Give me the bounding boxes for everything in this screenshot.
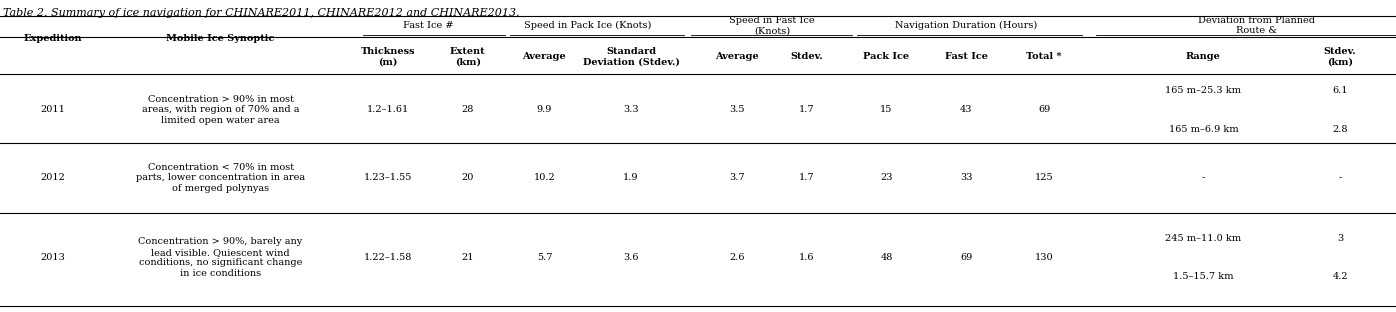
Text: Concentration > 90% in most
areas, with region of 70% and a
limited open water a: Concentration > 90% in most areas, with … bbox=[142, 95, 299, 125]
Text: Fast Ice: Fast Ice bbox=[945, 52, 987, 61]
Text: 165 m–25.3 km: 165 m–25.3 km bbox=[1166, 86, 1241, 95]
Text: 1.23–1.55: 1.23–1.55 bbox=[364, 173, 412, 182]
Text: 43: 43 bbox=[960, 105, 972, 114]
Text: 2.8: 2.8 bbox=[1332, 125, 1349, 134]
Text: -: - bbox=[1339, 173, 1342, 182]
Text: 48: 48 bbox=[881, 253, 892, 262]
Text: 1.7: 1.7 bbox=[799, 105, 815, 114]
Text: 5.7: 5.7 bbox=[536, 253, 553, 262]
Text: 9.9: 9.9 bbox=[536, 105, 553, 114]
Text: 23: 23 bbox=[881, 173, 892, 182]
Text: Deviation from Planned
Route &: Deviation from Planned Route & bbox=[1198, 16, 1315, 35]
Text: Pack Ice: Pack Ice bbox=[863, 52, 910, 61]
Text: 1.5–15.7 km: 1.5–15.7 km bbox=[1173, 272, 1234, 281]
Text: 2011: 2011 bbox=[40, 105, 66, 114]
Text: 69: 69 bbox=[960, 253, 972, 262]
Text: 33: 33 bbox=[960, 173, 972, 182]
Text: Average: Average bbox=[522, 52, 567, 61]
Text: 2.6: 2.6 bbox=[729, 253, 745, 262]
Text: 6.1: 6.1 bbox=[1332, 86, 1349, 95]
Text: 20: 20 bbox=[462, 173, 473, 182]
Text: 1.2–1.61: 1.2–1.61 bbox=[367, 105, 409, 114]
Text: Total *: Total * bbox=[1026, 52, 1062, 61]
Text: Fast Ice #: Fast Ice # bbox=[403, 21, 454, 30]
Text: Standard
Deviation (Stdev.): Standard Deviation (Stdev.) bbox=[582, 47, 680, 66]
Text: 3.6: 3.6 bbox=[623, 253, 639, 262]
Text: 3.5: 3.5 bbox=[729, 105, 745, 114]
Text: 1.9: 1.9 bbox=[623, 173, 639, 182]
Text: Stdev.
(km): Stdev. (km) bbox=[1323, 47, 1357, 66]
Text: 21: 21 bbox=[462, 253, 473, 262]
Text: 2013: 2013 bbox=[40, 253, 66, 262]
Text: Table 2. Summary of ice navigation for CHINARE2011, CHINARE2012 and CHINARE2013.: Table 2. Summary of ice navigation for C… bbox=[3, 8, 519, 18]
Text: Navigation Duration (Hours): Navigation Duration (Hours) bbox=[895, 21, 1037, 30]
Text: 245 m–11.0 km: 245 m–11.0 km bbox=[1166, 234, 1241, 242]
Text: 2012: 2012 bbox=[40, 173, 66, 182]
Text: Speed in Pack Ice (Knots): Speed in Pack Ice (Knots) bbox=[524, 21, 652, 30]
Text: Mobile Ice Synoptic: Mobile Ice Synoptic bbox=[166, 34, 275, 42]
Text: 3.3: 3.3 bbox=[623, 105, 639, 114]
Text: 15: 15 bbox=[881, 105, 892, 114]
Text: Stdev.: Stdev. bbox=[790, 52, 824, 61]
Text: 130: 130 bbox=[1034, 253, 1054, 262]
Text: 4.2: 4.2 bbox=[1332, 272, 1349, 281]
Text: Concentration < 70% in most
parts, lower concentration in area
of merged polynya: Concentration < 70% in most parts, lower… bbox=[135, 163, 306, 193]
Text: 125: 125 bbox=[1034, 173, 1054, 182]
Text: 10.2: 10.2 bbox=[533, 173, 556, 182]
Text: 1.6: 1.6 bbox=[799, 253, 815, 262]
Text: Range: Range bbox=[1187, 52, 1220, 61]
Text: 69: 69 bbox=[1039, 105, 1050, 114]
Text: Extent
(km): Extent (km) bbox=[450, 47, 486, 66]
Text: Speed in Fast Ice
(Knots): Speed in Fast Ice (Knots) bbox=[729, 16, 815, 35]
Text: 28: 28 bbox=[462, 105, 473, 114]
Text: 165 m–6.9 km: 165 m–6.9 km bbox=[1168, 125, 1238, 134]
Text: -: - bbox=[1202, 173, 1205, 182]
Text: 3: 3 bbox=[1337, 234, 1343, 242]
Text: Thickness
(m): Thickness (m) bbox=[360, 47, 416, 66]
Text: Average: Average bbox=[715, 52, 759, 61]
Text: Concentration > 90%, barely any
lead visible. Quiescent wind
conditions, no sign: Concentration > 90%, barely any lead vis… bbox=[138, 237, 303, 277]
Text: 1.22–1.58: 1.22–1.58 bbox=[364, 253, 412, 262]
Text: 3.7: 3.7 bbox=[729, 173, 745, 182]
Text: 1.7: 1.7 bbox=[799, 173, 815, 182]
Text: Expedition: Expedition bbox=[24, 34, 82, 42]
